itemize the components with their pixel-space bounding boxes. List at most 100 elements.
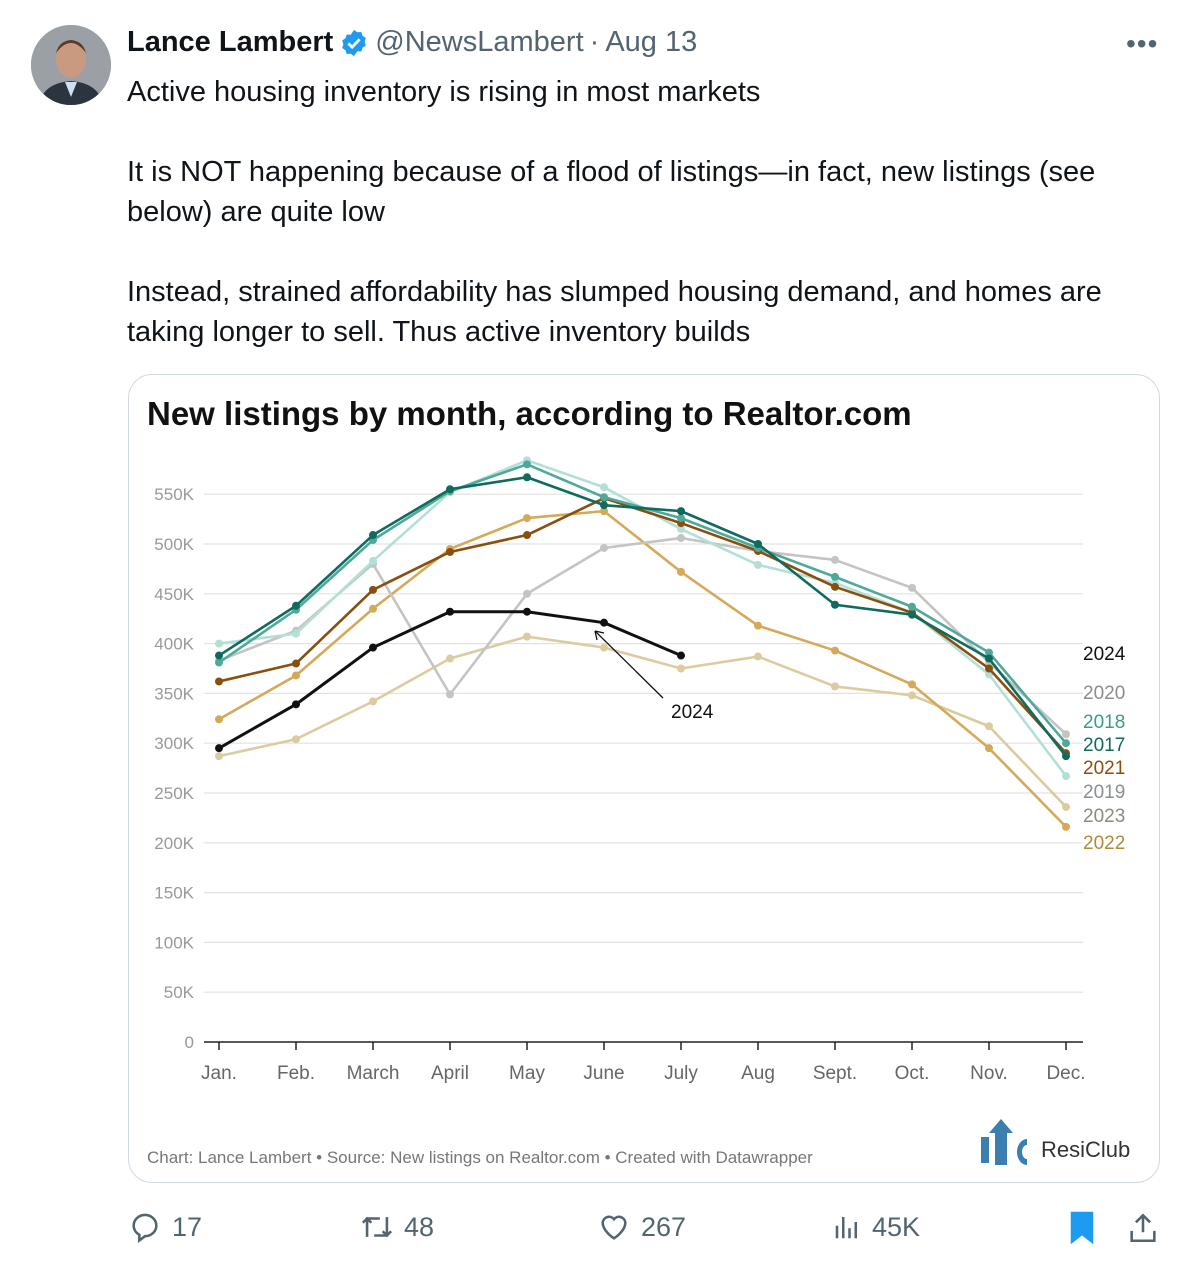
bookmark-button[interactable]: [1067, 1210, 1097, 1246]
point-2024: [600, 618, 608, 627]
point-2022: [215, 715, 223, 724]
series-label-2018: 2018: [1083, 712, 1125, 733]
y-tick-label: 100K: [154, 933, 194, 952]
point-2024: [677, 651, 685, 660]
point-2021: [369, 585, 377, 594]
resiclub-logo: ResiClub: [981, 1119, 1130, 1165]
point-2019: [215, 639, 223, 648]
point-2017: [523, 473, 531, 482]
y-tick-label: 500K: [154, 535, 194, 554]
series-label-2023: 2023: [1083, 806, 1125, 827]
series-label-2017: 2017: [1083, 735, 1125, 756]
point-2017: [215, 651, 223, 660]
verified-badge-icon: [342, 29, 367, 56]
point-2018: [985, 648, 993, 657]
chart-footer: Chart: Lance Lambert • Source: New listi…: [147, 1148, 813, 1167]
point-2024: [369, 643, 377, 652]
point-2019: [754, 560, 762, 569]
point-2023: [908, 691, 916, 700]
tweet-date[interactable]: Aug 13: [605, 26, 698, 58]
point-2023: [292, 735, 300, 744]
point-2019: [677, 525, 685, 534]
point-2021: [523, 531, 531, 540]
point-2020: [523, 589, 531, 598]
point-2023: [1062, 802, 1070, 811]
point-2022: [908, 680, 916, 689]
chart-title: New listings by month, according to Real…: [147, 395, 912, 432]
point-2022: [831, 646, 839, 655]
point-2018: [215, 658, 223, 667]
reply-count: 17: [172, 1211, 203, 1242]
point-2023: [446, 654, 454, 663]
point-2023: [369, 697, 377, 706]
point-2019: [600, 483, 608, 492]
series-2018: [215, 460, 1070, 748]
point-2018: [831, 572, 839, 581]
line-2022: [218, 509, 1067, 828]
series-2022: [215, 507, 1070, 831]
point-2024: [446, 607, 454, 616]
series-2024: [215, 607, 685, 753]
avatar-image: [31, 25, 111, 105]
views-button[interactable]: 45K: [832, 1210, 920, 1244]
x-tick-label: March: [347, 1063, 400, 1084]
point-2022: [600, 507, 608, 516]
point-2018: [523, 460, 531, 469]
point-2022: [1062, 822, 1070, 831]
y-tick-label: 550K: [154, 485, 194, 504]
point-2018: [1062, 739, 1070, 748]
x-tick-label: June: [583, 1063, 624, 1084]
reply-button[interactable]: 17: [128, 1210, 202, 1244]
line-2020: [218, 536, 1067, 736]
point-2023: [215, 752, 223, 761]
point-2022: [754, 621, 762, 630]
point-2022: [677, 567, 685, 576]
point-2017: [908, 610, 916, 619]
tweet-header: Lance Lambert @NewsLambert · Aug 13: [127, 26, 697, 59]
point-2018: [600, 493, 608, 502]
series-label-2022: 2022: [1083, 833, 1125, 854]
series-label-2024: 2024: [1083, 644, 1126, 665]
point-2023: [831, 682, 839, 691]
point-2018: [677, 514, 685, 523]
series-label-2020: 2020: [1083, 683, 1125, 704]
repost-count: 48: [404, 1211, 435, 1242]
author-name[interactable]: Lance Lambert: [127, 26, 334, 58]
more-options-button[interactable]: •••: [1126, 28, 1159, 59]
x-tick-label: Dec.: [1046, 1063, 1085, 1084]
point-2021: [985, 664, 993, 673]
reply-icon: [132, 1213, 158, 1244]
chart-image-card[interactable]: New listings by month, according to Real…: [128, 374, 1160, 1183]
y-tick-label: 50K: [164, 983, 195, 1002]
avatar[interactable]: [31, 25, 111, 105]
point-2018: [908, 602, 916, 611]
point-2024: [523, 607, 531, 616]
point-2020: [831, 555, 839, 564]
view-count: 45K: [872, 1211, 921, 1242]
x-tick-label: Oct.: [895, 1063, 930, 1084]
x-tick-label: April: [431, 1063, 469, 1084]
repost-button[interactable]: 48: [360, 1210, 434, 1244]
action-bar: 17 48 267 45K: [0, 1210, 1200, 1254]
point-2019: [292, 629, 300, 638]
point-2017: [831, 600, 839, 609]
tweet-text: Active housing inventory is rising in mo…: [127, 72, 1172, 392]
author-handle[interactable]: @NewsLambert: [375, 26, 584, 58]
x-tick-label: July: [664, 1063, 698, 1084]
point-2023: [985, 722, 993, 731]
line-2023: [218, 635, 1067, 808]
heart-icon: [601, 1215, 627, 1240]
tweet-paragraph: Instead, strained affordability has slum…: [127, 276, 1102, 348]
share-button[interactable]: [1126, 1210, 1160, 1246]
x-tick-label: Sept.: [813, 1063, 857, 1084]
point-2021: [831, 582, 839, 591]
logo-text: ResiClub: [1041, 1137, 1130, 1162]
y-tick-label: 300K: [154, 734, 194, 753]
point-2024: [215, 744, 223, 753]
like-button[interactable]: 267: [597, 1210, 686, 1244]
point-2017: [292, 601, 300, 610]
point-2022: [523, 514, 531, 523]
x-tick-label: Jan.: [201, 1063, 237, 1084]
separator: ·: [589, 26, 600, 58]
